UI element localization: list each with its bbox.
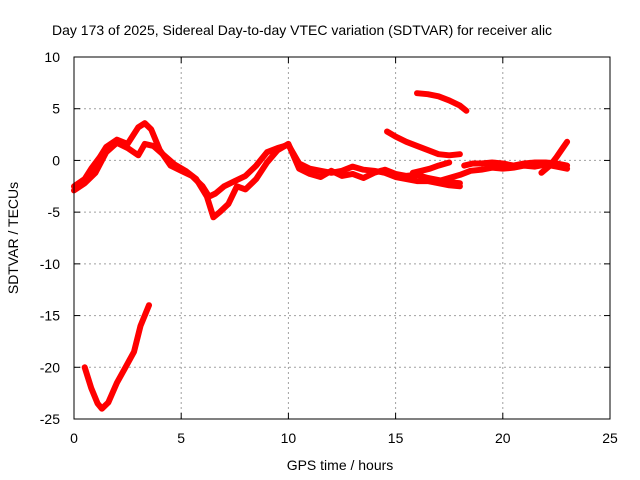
x-axis-label: GPS time / hours	[287, 457, 394, 473]
chart-title: Day 173 of 2025, Sidereal Day-to-day VTE…	[52, 22, 552, 38]
y-tick-label: -15	[40, 308, 60, 324]
series-line-s4	[384, 128, 463, 159]
y-tick-label: -10	[40, 256, 60, 272]
grid	[74, 57, 610, 419]
y-axis-label: SDTVAR / TECUs	[5, 182, 21, 294]
y-tick-label: -25	[40, 411, 60, 427]
series-line-s5	[414, 90, 470, 114]
x-tick-label: 15	[388, 430, 404, 446]
y-tick-label: 5	[52, 101, 60, 117]
x-tick-label: 10	[281, 430, 297, 446]
y-tick-label: -20	[40, 359, 60, 375]
series-line-s2	[71, 139, 463, 221]
x-tick-label: 25	[602, 430, 618, 446]
x-tick-label: 20	[495, 430, 511, 446]
x-tick-label: 0	[70, 430, 78, 446]
plot-frame	[73, 56, 611, 420]
ticks: 0 5 10 15 20 25 -25 -20 -15 -10 -5 0 5 10	[40, 49, 618, 446]
y-tick-label: 0	[52, 152, 60, 168]
y-tick-label: -5	[48, 204, 61, 220]
y-tick-label: 10	[44, 49, 60, 65]
x-tick-label: 5	[177, 430, 185, 446]
series-line-s3	[81, 302, 152, 412]
series-line-s6	[409, 159, 453, 176]
series-line-s9	[538, 138, 571, 176]
series-layer	[71, 90, 571, 412]
